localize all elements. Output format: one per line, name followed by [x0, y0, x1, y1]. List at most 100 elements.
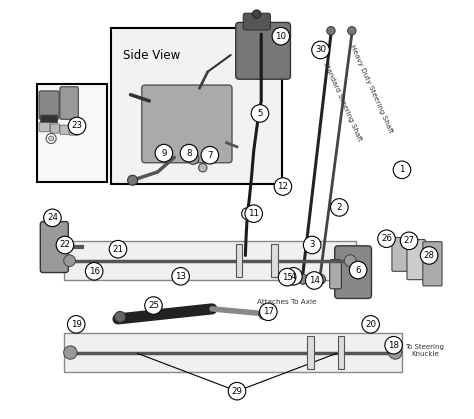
Circle shape	[68, 117, 86, 135]
FancyBboxPatch shape	[40, 222, 68, 272]
FancyBboxPatch shape	[392, 238, 409, 272]
Circle shape	[145, 297, 162, 314]
Circle shape	[201, 147, 219, 164]
Text: 13: 13	[175, 272, 186, 281]
Text: 19: 19	[71, 320, 82, 329]
Text: 16: 16	[89, 267, 100, 276]
Circle shape	[305, 272, 323, 289]
Circle shape	[253, 10, 261, 18]
FancyBboxPatch shape	[60, 125, 70, 134]
Text: 20: 20	[365, 320, 376, 329]
Circle shape	[46, 134, 56, 144]
Circle shape	[303, 236, 321, 254]
Circle shape	[284, 268, 302, 285]
Bar	[271, 244, 277, 277]
FancyBboxPatch shape	[236, 22, 291, 79]
Circle shape	[327, 26, 335, 35]
Circle shape	[242, 208, 253, 220]
Circle shape	[49, 136, 54, 141]
Text: 28: 28	[424, 251, 435, 260]
FancyBboxPatch shape	[423, 242, 442, 286]
Text: To Steering
Knuckle: To Steering Knuckle	[405, 344, 444, 357]
FancyBboxPatch shape	[69, 127, 78, 135]
Circle shape	[362, 316, 379, 333]
Text: 3: 3	[310, 241, 315, 249]
Circle shape	[172, 268, 190, 285]
Text: 11: 11	[248, 209, 259, 218]
FancyBboxPatch shape	[330, 260, 341, 289]
Circle shape	[393, 161, 411, 178]
FancyBboxPatch shape	[407, 240, 425, 279]
Bar	[36, 84, 107, 182]
Circle shape	[298, 274, 308, 284]
Text: 10: 10	[275, 32, 286, 41]
FancyBboxPatch shape	[60, 87, 78, 119]
Text: 18: 18	[388, 341, 399, 350]
FancyBboxPatch shape	[50, 124, 60, 133]
Circle shape	[274, 178, 292, 195]
Text: Standard Steering Shaft: Standard Steering Shaft	[322, 60, 363, 142]
Text: Attaches To Axle: Attaches To Axle	[256, 299, 316, 305]
Text: 23: 23	[72, 122, 82, 130]
Circle shape	[330, 199, 348, 216]
Text: Heavy Duty Steering Shaft: Heavy Duty Steering Shaft	[349, 43, 394, 134]
Bar	[338, 336, 345, 369]
Text: Side View: Side View	[123, 49, 180, 62]
Circle shape	[109, 241, 127, 258]
Circle shape	[64, 255, 75, 266]
Circle shape	[260, 303, 277, 321]
Text: 15: 15	[282, 273, 292, 282]
Bar	[111, 28, 282, 184]
Text: 8: 8	[186, 149, 191, 158]
Text: 25: 25	[148, 301, 159, 310]
Text: 27: 27	[403, 236, 415, 245]
Circle shape	[245, 205, 263, 222]
Text: 2: 2	[337, 203, 342, 212]
Text: 5: 5	[257, 109, 263, 118]
Text: 4: 4	[291, 272, 296, 281]
Circle shape	[400, 232, 418, 250]
Circle shape	[44, 209, 61, 227]
Text: 12: 12	[277, 182, 289, 191]
Circle shape	[347, 26, 356, 35]
Circle shape	[278, 269, 296, 286]
Text: 14: 14	[309, 276, 320, 285]
Circle shape	[228, 383, 246, 400]
Circle shape	[259, 308, 270, 319]
Circle shape	[312, 41, 329, 59]
Bar	[64, 241, 356, 280]
FancyBboxPatch shape	[39, 91, 59, 119]
Text: 21: 21	[112, 245, 124, 253]
Circle shape	[187, 153, 199, 164]
Circle shape	[385, 336, 402, 354]
FancyBboxPatch shape	[39, 123, 50, 132]
Circle shape	[155, 145, 173, 162]
FancyBboxPatch shape	[41, 115, 57, 123]
Circle shape	[56, 236, 74, 254]
Circle shape	[272, 27, 290, 45]
Circle shape	[67, 316, 85, 333]
Circle shape	[378, 230, 395, 248]
Circle shape	[128, 175, 137, 185]
Circle shape	[199, 163, 207, 172]
Bar	[307, 336, 314, 369]
Text: 6: 6	[356, 266, 361, 274]
Text: 22: 22	[59, 241, 71, 249]
Circle shape	[64, 346, 77, 359]
Text: 17: 17	[263, 307, 274, 316]
FancyBboxPatch shape	[142, 85, 232, 163]
FancyBboxPatch shape	[243, 13, 270, 30]
Bar	[64, 333, 402, 372]
Text: 30: 30	[315, 46, 326, 54]
Circle shape	[420, 247, 438, 264]
Circle shape	[389, 346, 402, 359]
Text: 26: 26	[381, 234, 392, 243]
Text: 1: 1	[399, 166, 405, 174]
FancyBboxPatch shape	[335, 246, 372, 298]
Circle shape	[349, 261, 367, 279]
Circle shape	[251, 105, 269, 122]
Circle shape	[85, 263, 103, 280]
Text: 9: 9	[161, 149, 166, 158]
Circle shape	[180, 145, 198, 162]
Bar	[236, 244, 242, 277]
